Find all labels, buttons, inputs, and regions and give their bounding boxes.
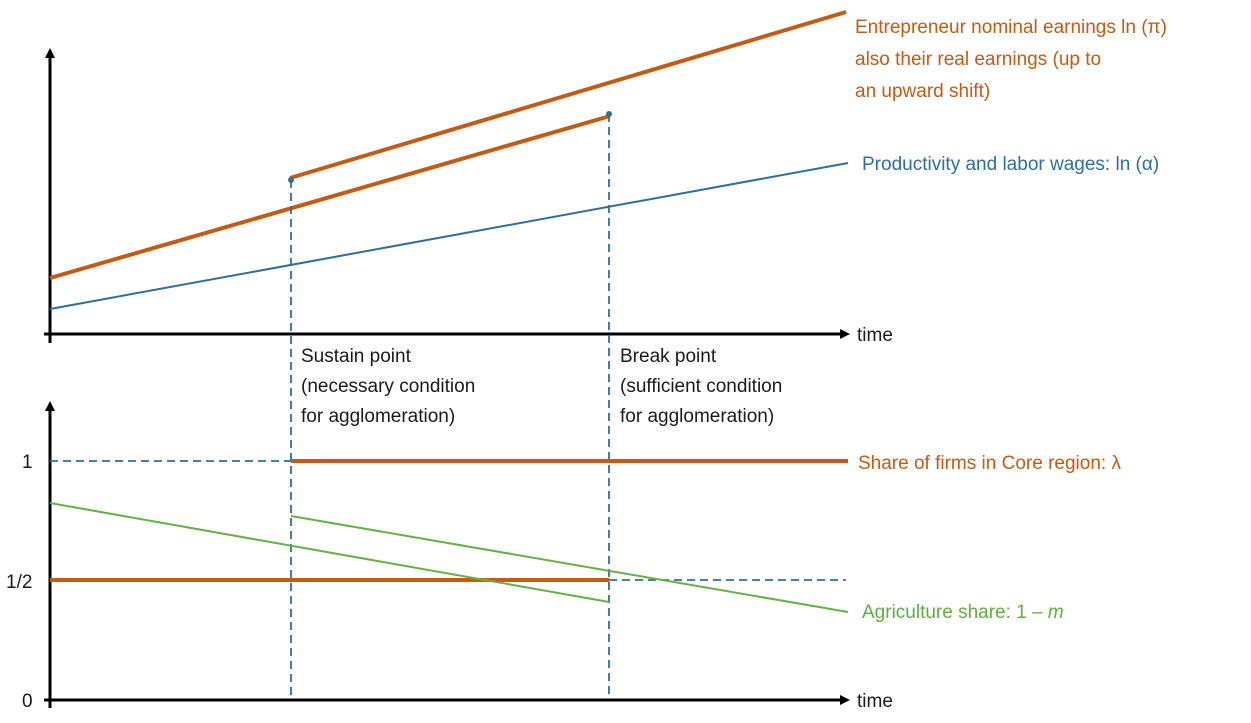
top-x-axis-label: time (857, 325, 893, 346)
break-point-line2: (sufficient condition (620, 376, 782, 397)
bottom-x-axis-label: time (857, 691, 893, 712)
sustain-point-annotation: Sustain point (necessary condition for a… (301, 346, 475, 427)
earnings-label-line2: also their real earnings (up to (855, 49, 1101, 70)
agriculture-line-before (49, 502, 610, 603)
earnings-line-upper (289, 10, 847, 180)
productivity-line (49, 162, 849, 310)
agriculture-label: Agriculture share: 1 – m (862, 602, 1064, 623)
earnings-line-lower (49, 114, 611, 280)
productivity-label: Productivity and labor wages: ln (α) (862, 154, 1159, 175)
y-tick-one: 1 (22, 452, 33, 473)
y-tick-zero: 0 (22, 691, 33, 712)
bottom-panel: 1 1/2 0 time Share of firms in Core regi… (6, 401, 1121, 712)
share-firms-label: Share of firms in Core region: λ (858, 453, 1121, 474)
break-point-annotation: Break point (sufficient condition for ag… (620, 346, 782, 427)
agriculture-line-after (290, 515, 849, 613)
earnings-label-line1: Entrepreneur nominal earnings ln (π) (855, 17, 1167, 38)
sustain-point-line2: (necessary condition (301, 376, 475, 397)
agriculture-label-prefix: Agriculture share: 1 – (862, 602, 1048, 623)
top-panel: time Entrepreneur nominal earnings ln (π… (44, 10, 1167, 346)
agriculture-label-variable: m (1048, 602, 1064, 623)
break-point-line3: for agglomeration) (620, 406, 774, 427)
y-tick-half: 1/2 (6, 572, 32, 593)
earnings-label-line3: an upward shift) (855, 81, 990, 102)
break-point-line1: Break point (620, 346, 717, 367)
guide-lines (290, 114, 610, 700)
sustain-point-line1: Sustain point (301, 346, 412, 367)
sustain-point-line3: for agglomeration) (301, 406, 455, 427)
